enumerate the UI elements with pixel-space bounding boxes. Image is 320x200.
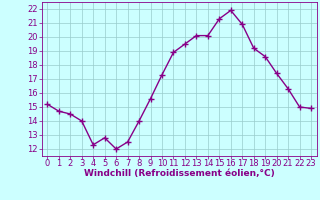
X-axis label: Windchill (Refroidissement éolien,°C): Windchill (Refroidissement éolien,°C) — [84, 169, 275, 178]
